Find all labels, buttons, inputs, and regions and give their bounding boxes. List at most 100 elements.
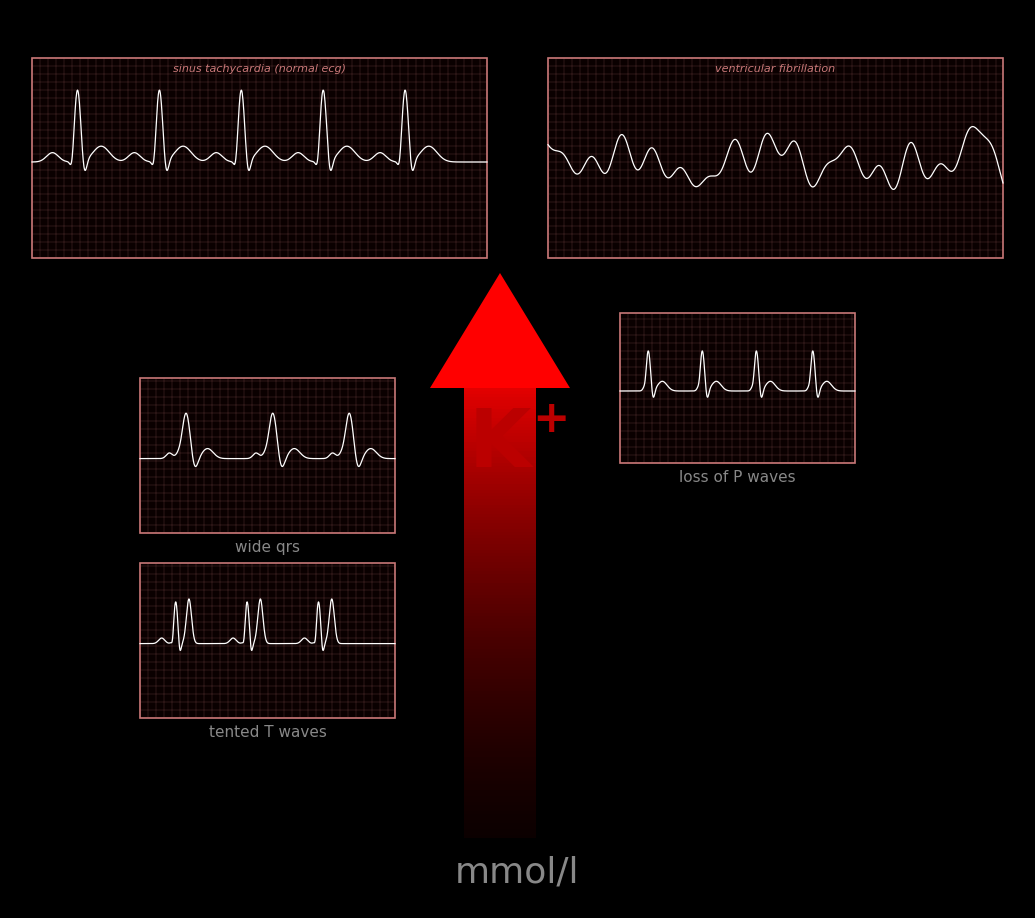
Bar (464, 835, 536, 838)
Bar (464, 793, 536, 796)
Bar (464, 832, 536, 835)
Bar (464, 823, 536, 826)
Bar (464, 577, 536, 580)
Bar (464, 727, 536, 730)
Bar (464, 787, 536, 790)
Bar (464, 502, 536, 505)
Bar (464, 766, 536, 769)
Bar (464, 529, 536, 532)
Bar (464, 658, 536, 661)
Bar (464, 700, 536, 703)
Bar (464, 454, 536, 457)
Polygon shape (430, 273, 570, 388)
Bar (464, 769, 536, 772)
Bar (464, 784, 536, 787)
Text: tented T waves: tented T waves (209, 725, 326, 740)
Bar (464, 424, 536, 427)
Bar (464, 559, 536, 562)
Bar (464, 493, 536, 496)
Bar (464, 817, 536, 820)
Bar (464, 460, 536, 463)
Text: mmol/l: mmol/l (455, 856, 580, 890)
Bar (464, 751, 536, 754)
Bar (464, 439, 536, 442)
Bar (464, 715, 536, 718)
Bar (464, 448, 536, 451)
Bar (464, 667, 536, 670)
Bar (464, 664, 536, 667)
Text: wide qrs: wide qrs (235, 540, 300, 555)
Bar (464, 742, 536, 745)
Bar (464, 541, 536, 544)
Bar (464, 688, 536, 691)
Bar (464, 583, 536, 586)
Bar (464, 445, 536, 448)
Bar (464, 433, 536, 436)
Bar (464, 469, 536, 472)
Bar (464, 775, 536, 778)
Bar (464, 574, 536, 577)
Bar (464, 409, 536, 412)
Bar (464, 655, 536, 658)
Bar (464, 619, 536, 622)
Bar (464, 805, 536, 808)
Bar (464, 799, 536, 802)
Bar (464, 571, 536, 574)
Bar (464, 466, 536, 469)
Bar (464, 487, 536, 490)
Bar (464, 580, 536, 583)
Bar (464, 505, 536, 508)
Bar (548, 58, 1003, 258)
Bar (464, 718, 536, 721)
Bar (464, 463, 536, 466)
Bar (464, 595, 536, 598)
Bar (464, 760, 536, 763)
Bar (464, 643, 536, 646)
Bar (464, 526, 536, 529)
Bar (464, 808, 536, 811)
Bar (464, 754, 536, 757)
Bar (464, 829, 536, 832)
Bar (464, 682, 536, 685)
Bar (464, 616, 536, 619)
Bar (464, 637, 536, 640)
Bar (464, 514, 536, 517)
Bar (464, 499, 536, 502)
Bar (464, 628, 536, 631)
Text: K: K (469, 406, 531, 484)
Bar (464, 472, 536, 475)
Bar (464, 556, 536, 559)
Text: +: + (532, 398, 569, 441)
Bar (464, 778, 536, 781)
Bar (464, 697, 536, 700)
Bar (464, 523, 536, 526)
Bar (464, 781, 536, 784)
Bar (464, 631, 536, 634)
Bar (464, 706, 536, 709)
Bar (464, 547, 536, 550)
Bar (140, 563, 395, 718)
Bar (464, 814, 536, 817)
Bar (464, 724, 536, 727)
Bar (464, 796, 536, 799)
Bar (464, 736, 536, 739)
Bar (464, 691, 536, 694)
Bar (464, 568, 536, 571)
Bar (464, 772, 536, 775)
Bar (464, 607, 536, 610)
Bar (464, 511, 536, 514)
Text: ventricular fibrillation: ventricular fibrillation (715, 64, 835, 74)
Bar (464, 586, 536, 589)
Bar (464, 538, 536, 541)
Bar (464, 634, 536, 637)
Bar (464, 589, 536, 592)
Bar (464, 391, 536, 394)
Bar (464, 397, 536, 400)
Bar (464, 625, 536, 628)
Bar (464, 661, 536, 664)
Bar (464, 622, 536, 625)
Bar (464, 649, 536, 652)
Bar (464, 421, 536, 424)
Bar (464, 739, 536, 742)
Bar (464, 565, 536, 568)
